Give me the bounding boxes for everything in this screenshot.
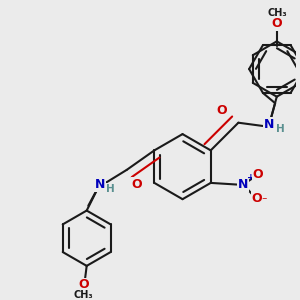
Text: O: O	[217, 104, 227, 117]
Text: O: O	[253, 168, 263, 181]
Text: ⁻: ⁻	[261, 196, 267, 206]
Text: O: O	[272, 17, 282, 30]
Text: O: O	[252, 192, 262, 205]
Text: +: +	[247, 173, 254, 182]
Text: N: N	[238, 178, 248, 191]
Text: N: N	[264, 118, 274, 131]
Text: H: H	[106, 184, 115, 194]
Text: CH₃: CH₃	[268, 8, 287, 18]
Text: H: H	[276, 124, 285, 134]
Text: O: O	[79, 278, 89, 291]
Text: N: N	[94, 178, 105, 191]
Text: O: O	[132, 178, 142, 191]
Text: CH₃: CH₃	[74, 290, 93, 299]
